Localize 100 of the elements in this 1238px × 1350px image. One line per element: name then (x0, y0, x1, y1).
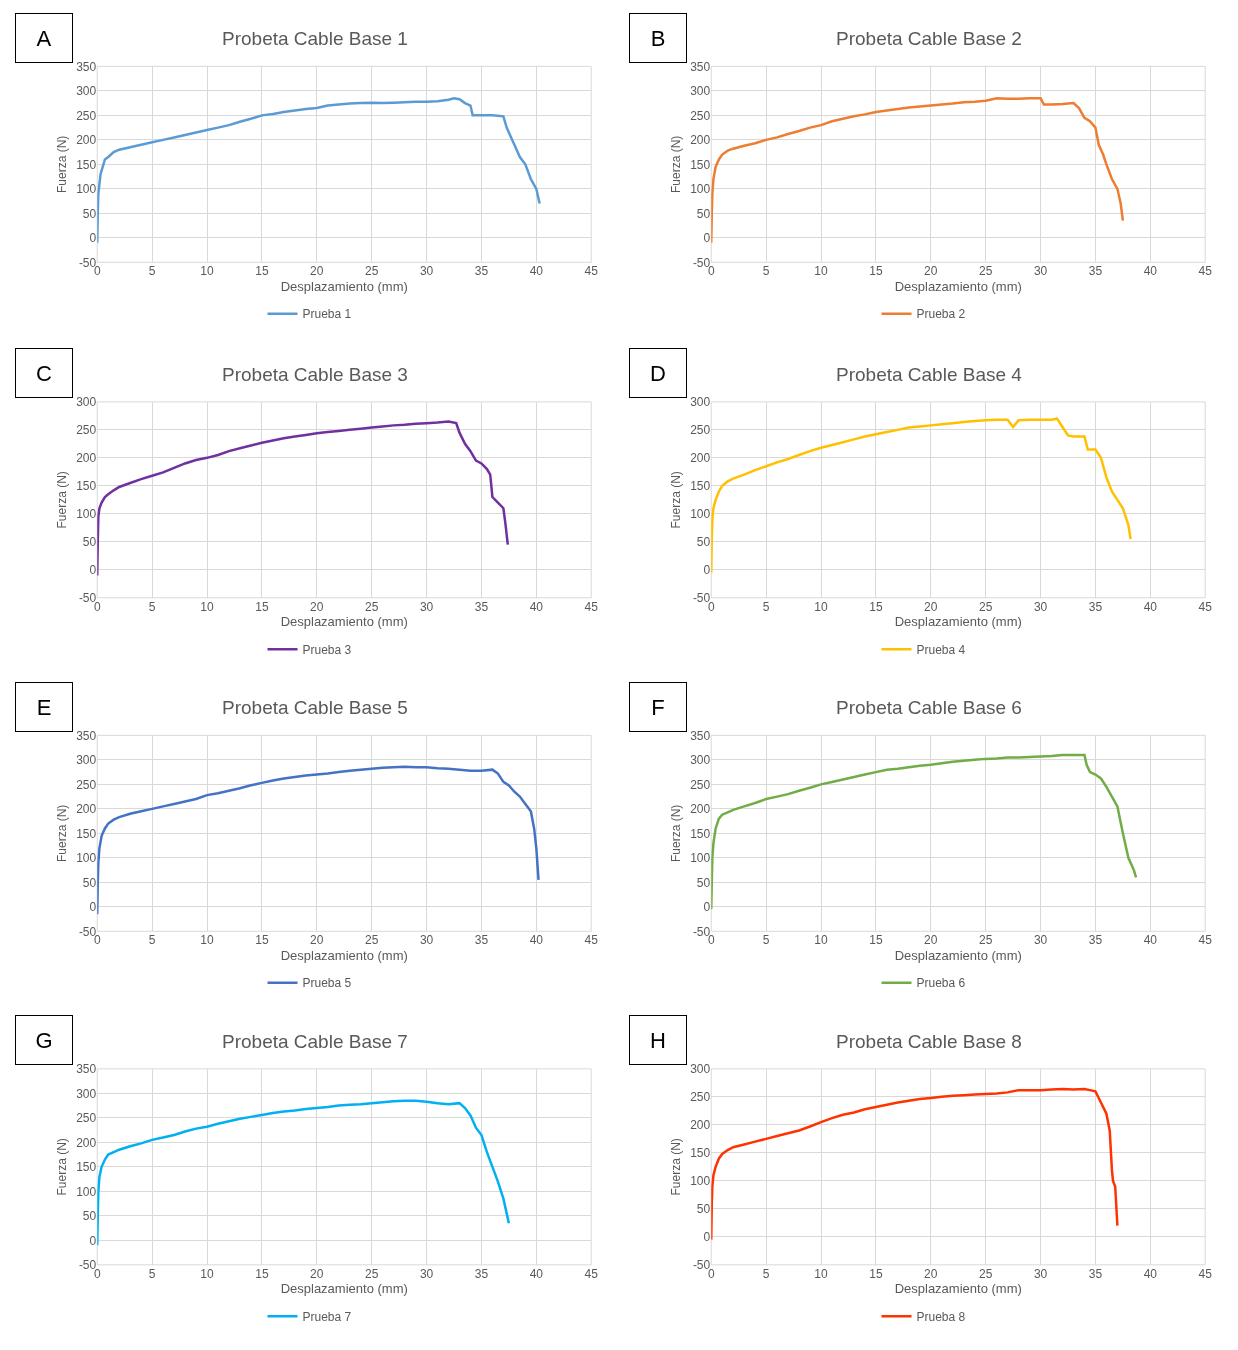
x-tick-label: 10 (814, 1266, 828, 1281)
text: E (36, 694, 52, 720)
y-tick-label: 200 (690, 451, 711, 466)
x-tick-label: 10 (814, 933, 828, 948)
y-tick-label: 100 (690, 182, 711, 197)
x-tick-label: 25 (978, 264, 993, 279)
y-axis-title: Fuerza (N) (669, 804, 684, 863)
y-tick-label: 50 (696, 206, 711, 221)
text: B (650, 25, 666, 51)
y-tick-label: 350 (76, 59, 97, 74)
x-tick-label: 15 (255, 264, 269, 279)
chart-title: Probeta Cable Base 8 (836, 1031, 1022, 1052)
x-tick-label: 20 (310, 1266, 324, 1281)
x-tick-label: 10 (200, 1266, 214, 1281)
y-tick-label: 100 (690, 851, 711, 866)
y-tick-label: 300 (76, 753, 97, 768)
y-tick-label: 50 (82, 206, 97, 221)
y-tick-label: 350 (76, 1062, 97, 1077)
y-tick-label: 250 (690, 423, 711, 438)
x-tick-label: 25 (978, 933, 993, 948)
y-axis-title: Fuerza (N) (55, 471, 70, 529)
x-tick-label: 40 (1143, 599, 1158, 614)
legend-label: Prueba 2 (916, 307, 966, 322)
y-tick-label: 200 (76, 802, 97, 817)
x-tick-label: 20 (924, 599, 938, 614)
text: D (650, 360, 666, 386)
x-tick-label: 35 (1088, 933, 1103, 948)
x-tick-label: 30 (419, 599, 434, 614)
y-tick-label: 0 (703, 1230, 711, 1245)
y-tick-label: 0 (89, 563, 97, 578)
x-tick-label: 40 (529, 599, 544, 614)
x-tick-label: 30 (419, 264, 434, 279)
x-tick-label: 40 (1143, 264, 1158, 279)
x-tick-label: 5 (148, 599, 156, 614)
x-axis-title: Desplazamiento (mm) (894, 278, 1022, 294)
x-tick-label: 40 (1143, 1266, 1158, 1281)
y-axis-title: Fuerza (N) (669, 471, 684, 529)
x-tick-label: 45 (1198, 264, 1213, 279)
y-tick-label: 200 (690, 133, 711, 148)
chart-title: Probeta Cable Base 3 (222, 364, 408, 385)
chart-title: Probeta Cable Base 2 (836, 28, 1022, 49)
legend-label: Prueba 5 (302, 976, 352, 991)
y-tick-label: 0 (89, 900, 97, 915)
x-tick-label: 35 (1088, 264, 1103, 279)
y-tick-label: 0 (89, 231, 97, 246)
y-tick-label: 300 (690, 84, 711, 99)
y-tick-label: 50 (82, 1209, 97, 1224)
x-axis-title: Desplazamiento (mm) (280, 278, 408, 294)
y-tick-label: 300 (76, 1086, 97, 1101)
x-tick-label: 15 (869, 264, 883, 279)
x-tick-label: 15 (869, 1266, 883, 1281)
y-tick-label: 150 (690, 826, 711, 841)
x-tick-label: 30 (1033, 264, 1048, 279)
x-axis-title: Desplazamiento (mm) (280, 947, 408, 963)
y-tick-label: 150 (690, 157, 711, 172)
y-tick-label: 150 (690, 479, 711, 494)
x-tick-label: 20 (310, 599, 324, 614)
x-tick-label: 10 (814, 599, 828, 614)
x-tick-label: 20 (924, 1266, 938, 1281)
x-tick-label: 30 (419, 933, 434, 948)
x-tick-label: 30 (1033, 1266, 1048, 1281)
y-axis-title: Fuerza (N) (55, 1138, 70, 1196)
chart-title: Probeta Cable Base 7 (222, 1031, 408, 1052)
x-tick-label: 20 (310, 933, 324, 948)
y-tick-label: 100 (690, 507, 711, 522)
x-tick-label: 25 (364, 599, 379, 614)
x-tick-label: 30 (1033, 933, 1048, 948)
legend-label: Prueba 8 (916, 1309, 966, 1324)
y-tick-label: 0 (89, 1233, 97, 1248)
x-tick-label: 25 (364, 264, 379, 279)
x-tick-label: 40 (529, 933, 544, 948)
x-tick-label: 45 (584, 933, 599, 948)
x-tick-label: 10 (200, 933, 214, 948)
x-tick-label: 45 (1198, 933, 1213, 948)
text: F (651, 694, 665, 720)
x-axis-title: Desplazamiento (mm) (280, 1281, 408, 1297)
chart-title: Probeta Cable Base 4 (836, 364, 1023, 385)
x-tick-label: 5 (148, 1266, 156, 1281)
x-tick-label: 45 (1198, 1266, 1213, 1281)
y-tick-label: 50 (82, 535, 97, 550)
x-tick-label: 5 (148, 933, 156, 948)
x-axis-title: Desplazamiento (mm) (894, 947, 1022, 963)
x-tick-label: 10 (200, 599, 214, 614)
x-tick-label: 5 (762, 1266, 770, 1281)
x-tick-label: 40 (529, 1266, 544, 1281)
x-tick-label: 15 (255, 933, 269, 948)
x-tick-label: 25 (978, 1266, 993, 1281)
chart-title: Probeta Cable Base 6 (836, 697, 1022, 718)
x-tick-label: 15 (869, 599, 883, 614)
x-axis-title: Desplazamiento (mm) (894, 1281, 1022, 1297)
x-tick-label: 35 (474, 264, 489, 279)
x-tick-label: 5 (762, 599, 770, 614)
x-tick-label: 5 (762, 933, 770, 948)
text: G (35, 1027, 53, 1053)
x-tick-label: 45 (584, 264, 599, 279)
y-tick-label: 300 (690, 1062, 711, 1077)
x-tick-label: 35 (1088, 1266, 1103, 1281)
y-tick-label: 250 (76, 777, 97, 792)
x-tick-label: 35 (474, 933, 489, 948)
y-tick-label: 300 (690, 753, 711, 768)
